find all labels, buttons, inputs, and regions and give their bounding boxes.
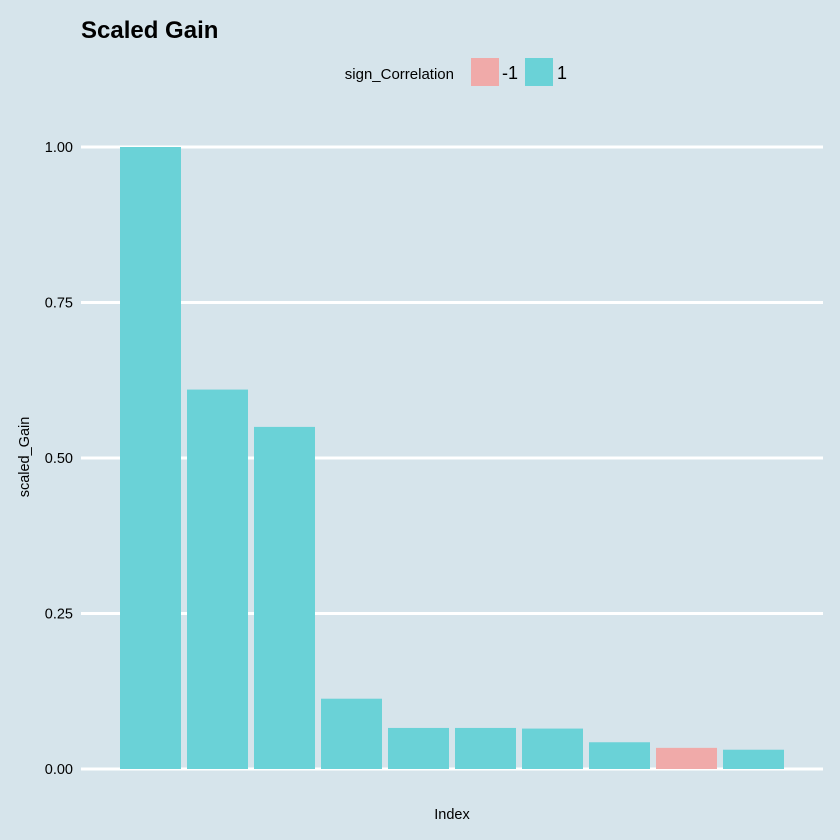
bar [254, 426, 315, 769]
x-axis-label: Index [434, 807, 470, 823]
y-tick-label: 0.25 [45, 607, 73, 623]
bar [455, 727, 516, 769]
bar [589, 742, 650, 769]
legend-title: sign_Correlation [345, 66, 454, 83]
legend-swatch-negative [471, 58, 499, 86]
bar [187, 389, 248, 769]
y-tick-label: 0.00 [45, 762, 73, 778]
bar [723, 749, 784, 769]
bar [388, 727, 449, 769]
y-axis-label: scaled_Gain [17, 417, 33, 498]
y-tick-label: 0.50 [45, 451, 73, 467]
bar [656, 747, 717, 769]
bars [120, 147, 784, 769]
legend-label-negative: -1 [502, 63, 518, 83]
bar [120, 147, 181, 769]
legend-label-positive: 1 [557, 63, 567, 83]
chart-title: Scaled Gain [81, 17, 218, 44]
legend-swatch-positive [525, 58, 553, 86]
y-tick-label: 1.00 [45, 140, 73, 156]
bar [522, 728, 583, 769]
y-tick-label: 0.75 [45, 296, 73, 312]
legend: sign_Correlation -1 1 [345, 58, 567, 86]
y-axis-ticks: 0.00 0.25 0.50 0.75 1.00 [45, 140, 73, 778]
bar [321, 698, 382, 769]
